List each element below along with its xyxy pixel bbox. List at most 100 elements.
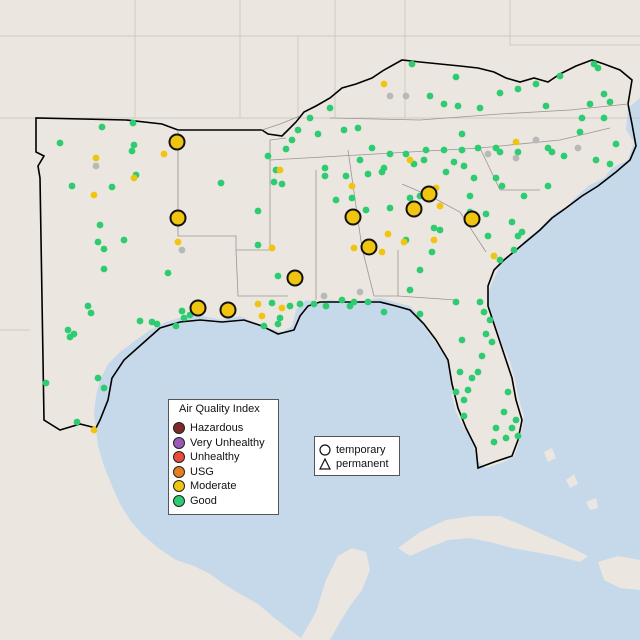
site-marker-good[interactable] <box>264 152 272 160</box>
site-marker-moderate[interactable] <box>380 80 388 88</box>
site-marker-no-data[interactable] <box>356 288 364 296</box>
temporary-site-marker-moderate[interactable] <box>168 133 186 151</box>
site-marker-moderate[interactable] <box>254 300 262 308</box>
site-marker-good[interactable] <box>129 119 137 127</box>
site-marker-good[interactable] <box>274 320 282 328</box>
site-marker-good[interactable] <box>452 388 460 396</box>
site-marker-good[interactable] <box>458 336 466 344</box>
site-marker-good[interactable] <box>64 326 72 334</box>
site-marker-good[interactable] <box>378 168 386 176</box>
site-marker-moderate[interactable] <box>90 191 98 199</box>
temporary-site-marker-moderate[interactable] <box>463 210 481 228</box>
site-marker-good[interactable] <box>586 100 594 108</box>
site-marker-good[interactable] <box>458 130 466 138</box>
site-marker-good[interactable] <box>482 210 490 218</box>
site-marker-good[interactable] <box>362 206 370 214</box>
site-marker-good[interactable] <box>100 384 108 392</box>
site-marker-good[interactable] <box>254 207 262 215</box>
site-marker-good[interactable] <box>98 123 106 131</box>
site-marker-good[interactable] <box>440 100 448 108</box>
site-marker-good[interactable] <box>478 352 486 360</box>
site-marker-moderate[interactable] <box>436 202 444 210</box>
site-marker-good[interactable] <box>542 102 550 110</box>
site-marker-good[interactable] <box>600 114 608 122</box>
site-marker-good[interactable] <box>368 144 376 152</box>
site-marker-good[interactable] <box>94 374 102 382</box>
site-marker-good[interactable] <box>578 114 586 122</box>
site-marker-good[interactable] <box>326 104 334 112</box>
site-marker-good[interactable] <box>600 90 608 98</box>
site-marker-moderate[interactable] <box>160 150 168 158</box>
site-marker-good[interactable] <box>440 146 448 154</box>
site-marker-moderate[interactable] <box>406 156 414 164</box>
site-marker-moderate[interactable] <box>92 154 100 162</box>
site-marker-good[interactable] <box>514 148 522 156</box>
site-marker-moderate[interactable] <box>268 244 276 252</box>
site-marker-good[interactable] <box>270 178 278 186</box>
site-marker-good[interactable] <box>496 256 504 264</box>
site-marker-good[interactable] <box>502 434 510 442</box>
site-marker-good[interactable] <box>100 265 108 273</box>
site-marker-good[interactable] <box>260 322 268 330</box>
site-marker-good[interactable] <box>458 146 466 154</box>
site-marker-moderate[interactable] <box>348 182 356 190</box>
site-marker-no-data[interactable] <box>320 292 328 300</box>
site-marker-moderate[interactable] <box>278 304 286 312</box>
site-marker-good[interactable] <box>306 114 314 122</box>
site-marker-moderate[interactable] <box>400 238 408 246</box>
site-marker-no-data[interactable] <box>386 92 394 100</box>
site-marker-good[interactable] <box>460 162 468 170</box>
site-marker-good[interactable] <box>490 438 498 446</box>
site-marker-good[interactable] <box>436 226 444 234</box>
site-marker-good[interactable] <box>386 204 394 212</box>
site-marker-good[interactable] <box>108 183 116 191</box>
site-marker-good[interactable] <box>556 72 564 80</box>
site-marker-good[interactable] <box>94 238 102 246</box>
site-marker-good[interactable] <box>576 128 584 136</box>
site-marker-good[interactable] <box>518 228 526 236</box>
site-marker-good[interactable] <box>136 317 144 325</box>
site-marker-good[interactable] <box>340 126 348 134</box>
site-marker-good[interactable] <box>508 218 516 226</box>
site-marker-good[interactable] <box>544 182 552 190</box>
site-marker-good[interactable] <box>426 92 434 100</box>
site-marker-good[interactable] <box>286 302 294 310</box>
temporary-site-marker-moderate[interactable] <box>189 299 207 317</box>
site-marker-good[interactable] <box>42 379 50 387</box>
site-marker-good[interactable] <box>364 170 372 178</box>
site-marker-good[interactable] <box>276 314 284 322</box>
site-marker-good[interactable] <box>96 221 104 229</box>
site-marker-good[interactable] <box>606 98 614 106</box>
site-marker-good[interactable] <box>274 272 282 280</box>
temporary-site-marker-moderate[interactable] <box>286 269 304 287</box>
site-marker-good[interactable] <box>592 156 600 164</box>
site-marker-good[interactable] <box>130 141 138 149</box>
site-marker-good[interactable] <box>488 338 496 346</box>
site-marker-good[interactable] <box>314 130 322 138</box>
site-marker-good[interactable] <box>356 156 364 164</box>
site-marker-good[interactable] <box>612 140 620 148</box>
site-marker-good[interactable] <box>454 102 462 110</box>
site-marker-good[interactable] <box>288 136 296 144</box>
site-marker-no-data[interactable] <box>402 92 410 100</box>
site-marker-good[interactable] <box>386 150 394 158</box>
site-marker-good[interactable] <box>560 152 568 160</box>
site-marker-no-data[interactable] <box>92 162 100 170</box>
site-marker-good[interactable] <box>406 194 414 202</box>
site-marker-good[interactable] <box>380 308 388 316</box>
site-marker-good[interactable] <box>282 145 290 153</box>
site-marker-good[interactable] <box>120 236 128 244</box>
site-marker-moderate[interactable] <box>90 426 98 434</box>
site-marker-good[interactable] <box>476 298 484 306</box>
site-marker-good[interactable] <box>348 194 356 202</box>
site-marker-no-data[interactable] <box>178 246 186 254</box>
site-marker-good[interactable] <box>56 139 64 147</box>
site-marker-good[interactable] <box>514 85 522 93</box>
site-marker-good[interactable] <box>456 368 464 376</box>
site-marker-good[interactable] <box>492 174 500 182</box>
site-marker-good[interactable] <box>346 302 354 310</box>
site-marker-good[interactable] <box>460 412 468 420</box>
site-marker-moderate[interactable] <box>512 138 520 146</box>
site-marker-moderate[interactable] <box>378 248 386 256</box>
